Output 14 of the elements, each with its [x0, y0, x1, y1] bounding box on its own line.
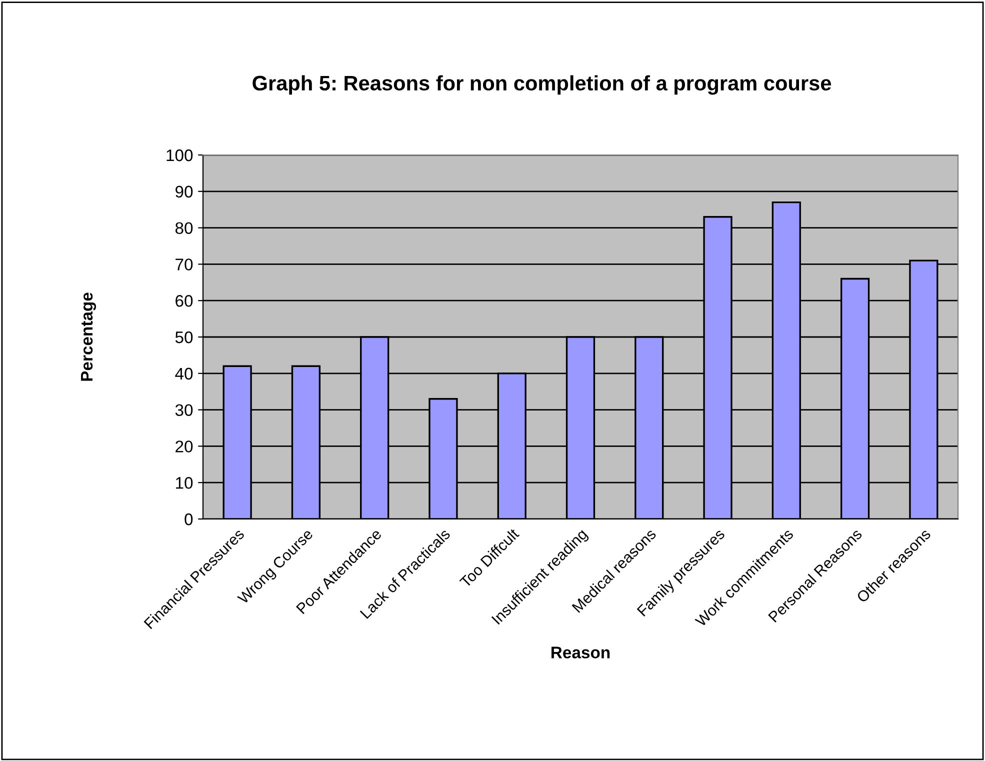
y-tick-label: 40 — [175, 368, 193, 380]
y-tick-label: 90 — [176, 186, 193, 198]
y-tick-label: 60 — [176, 295, 193, 307]
y-tick-label: 30 — [175, 404, 193, 416]
x-axis-title: Reason — [552, 646, 610, 658]
y-tick-label: 20 — [176, 440, 193, 452]
y-tick-label: 0 — [184, 513, 193, 526]
y-tick-label: 10 — [176, 477, 193, 489]
y-tick-label: 80 — [175, 222, 193, 234]
y-tick-label: 100 — [166, 149, 193, 162]
y-axis-title: Percentage — [81, 292, 96, 381]
chart-title: Graph 5: Reasons for non completion of a program course — [252, 75, 832, 95]
y-tick-label: 70 — [176, 258, 193, 270]
y-tick-label: 50 — [175, 331, 193, 344]
